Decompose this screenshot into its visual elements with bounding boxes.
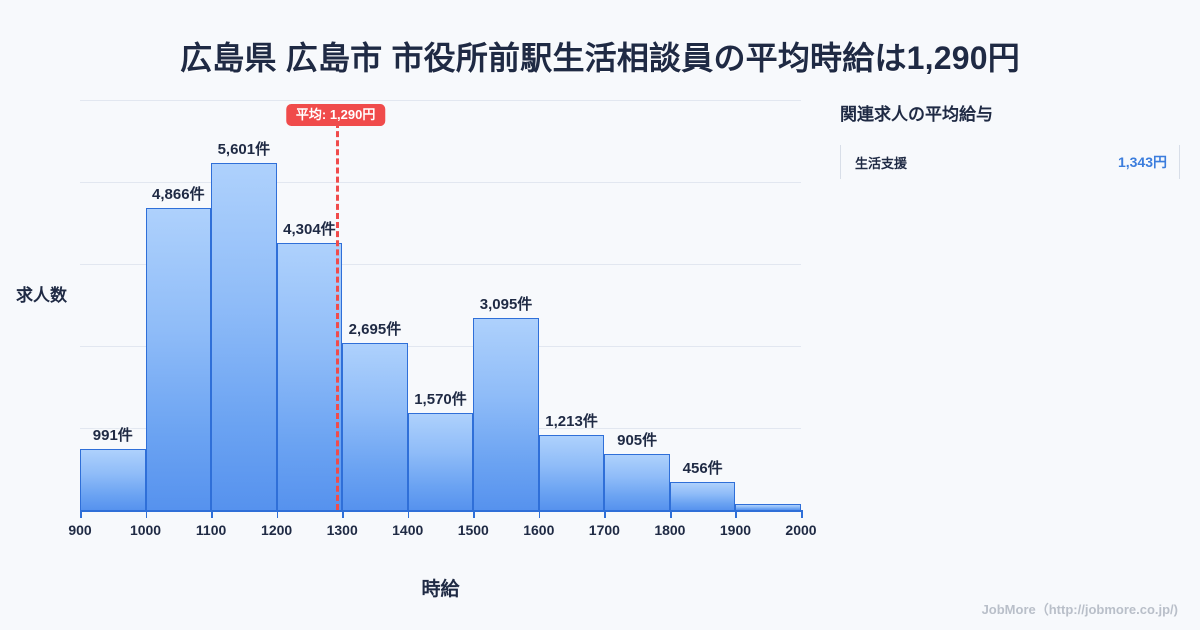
x-tick-label: 1200: [261, 522, 293, 538]
x-tick-label: 1500: [457, 522, 489, 538]
related-salary-rows: 生活支援 1,343円: [840, 145, 1180, 179]
x-tick: [342, 510, 344, 518]
bar: [669, 481, 736, 510]
x-tick: [276, 510, 279, 518]
related-salary-title: 関連求人の平均給与: [840, 105, 993, 124]
x-tick: [211, 510, 213, 518]
y-axis-title: 求人数: [16, 286, 67, 305]
average-badge: 平均: 1,290円: [285, 104, 386, 126]
x-axis-line: [80, 510, 801, 512]
x-axis-title: 時給: [421, 579, 460, 600]
average-line: [335, 122, 339, 510]
bar-value-label: 1,213件: [545, 412, 598, 430]
bar-value-label: 991件: [92, 426, 133, 444]
x-tick: [801, 510, 803, 518]
page-title: 広島県 広島市 市役所前駅生活相談員の平均時給は1,290円: [180, 40, 1020, 76]
related-salary-panel: 関連求人の平均給与 生活支援 1,343円: [840, 100, 1180, 179]
related-salary-row: 生活支援 1,343円: [840, 145, 1180, 179]
x-tick-label: 1000: [129, 522, 162, 538]
x-tick: [538, 510, 541, 518]
bar-value-label: 4,866件: [152, 186, 205, 204]
x-tick: [604, 510, 606, 518]
bar: [145, 208, 212, 510]
x-tick-label: 1100: [195, 522, 227, 538]
bar-value-label: 2,695件: [348, 320, 402, 338]
bar: [735, 504, 801, 510]
x-tick-label: 1600: [523, 522, 555, 538]
bar: [276, 243, 343, 510]
x-tick: [80, 510, 82, 518]
x-tick-label: 1800: [654, 522, 686, 538]
bar-value-label: 4,304件: [283, 221, 336, 239]
x-tick-label: 1300: [326, 522, 358, 538]
x-tick-label: 900: [68, 522, 92, 538]
x-tick-label: 2000: [785, 522, 817, 538]
x-tick: [735, 510, 738, 518]
bar: [604, 453, 670, 510]
x-tick: [473, 510, 475, 518]
x-tick: [145, 510, 148, 518]
x-tick-label: 1700: [588, 522, 620, 538]
x-tick-label: 1900: [719, 522, 752, 538]
related-salary-row-value: 1,343円: [1117, 154, 1167, 170]
bar: [473, 318, 539, 510]
related-salary-row-label: 生活支援: [855, 155, 908, 171]
bar: [80, 448, 146, 510]
bar-value-label: 456件: [682, 459, 723, 477]
x-tick: [669, 510, 672, 518]
bar: [407, 412, 474, 510]
plot-area: 991件 4,866件 5,601件 4,304件 2,695件 1,570件 3,095件…: [80, 100, 801, 510]
gridline: [80, 346, 801, 347]
bar-value-label: 5,601件: [217, 140, 271, 158]
histogram-chart: 991件 4,866件 5,601件 4,304件 2,695件 1,570件 3,095件…: [16, 100, 817, 600]
bar: [211, 162, 277, 510]
x-tick: [407, 510, 410, 518]
bar-value-label: 1,570件: [414, 390, 467, 408]
bar-value-label: 3,095件: [479, 296, 533, 314]
x-tick-label: 1400: [392, 522, 424, 538]
bar-series: 991件 4,866件 5,601件 4,304件 2,695件 1,570件 3,095件…: [80, 100, 801, 510]
gridline: [80, 100, 801, 101]
gridline: [80, 264, 801, 265]
gridline: [80, 182, 801, 183]
bar-value-label: 905件: [617, 431, 658, 449]
footer-watermark: JobMore（http://jobmore.co.jp/): [981, 602, 1178, 617]
bar: [538, 434, 605, 510]
bar: [342, 342, 408, 510]
